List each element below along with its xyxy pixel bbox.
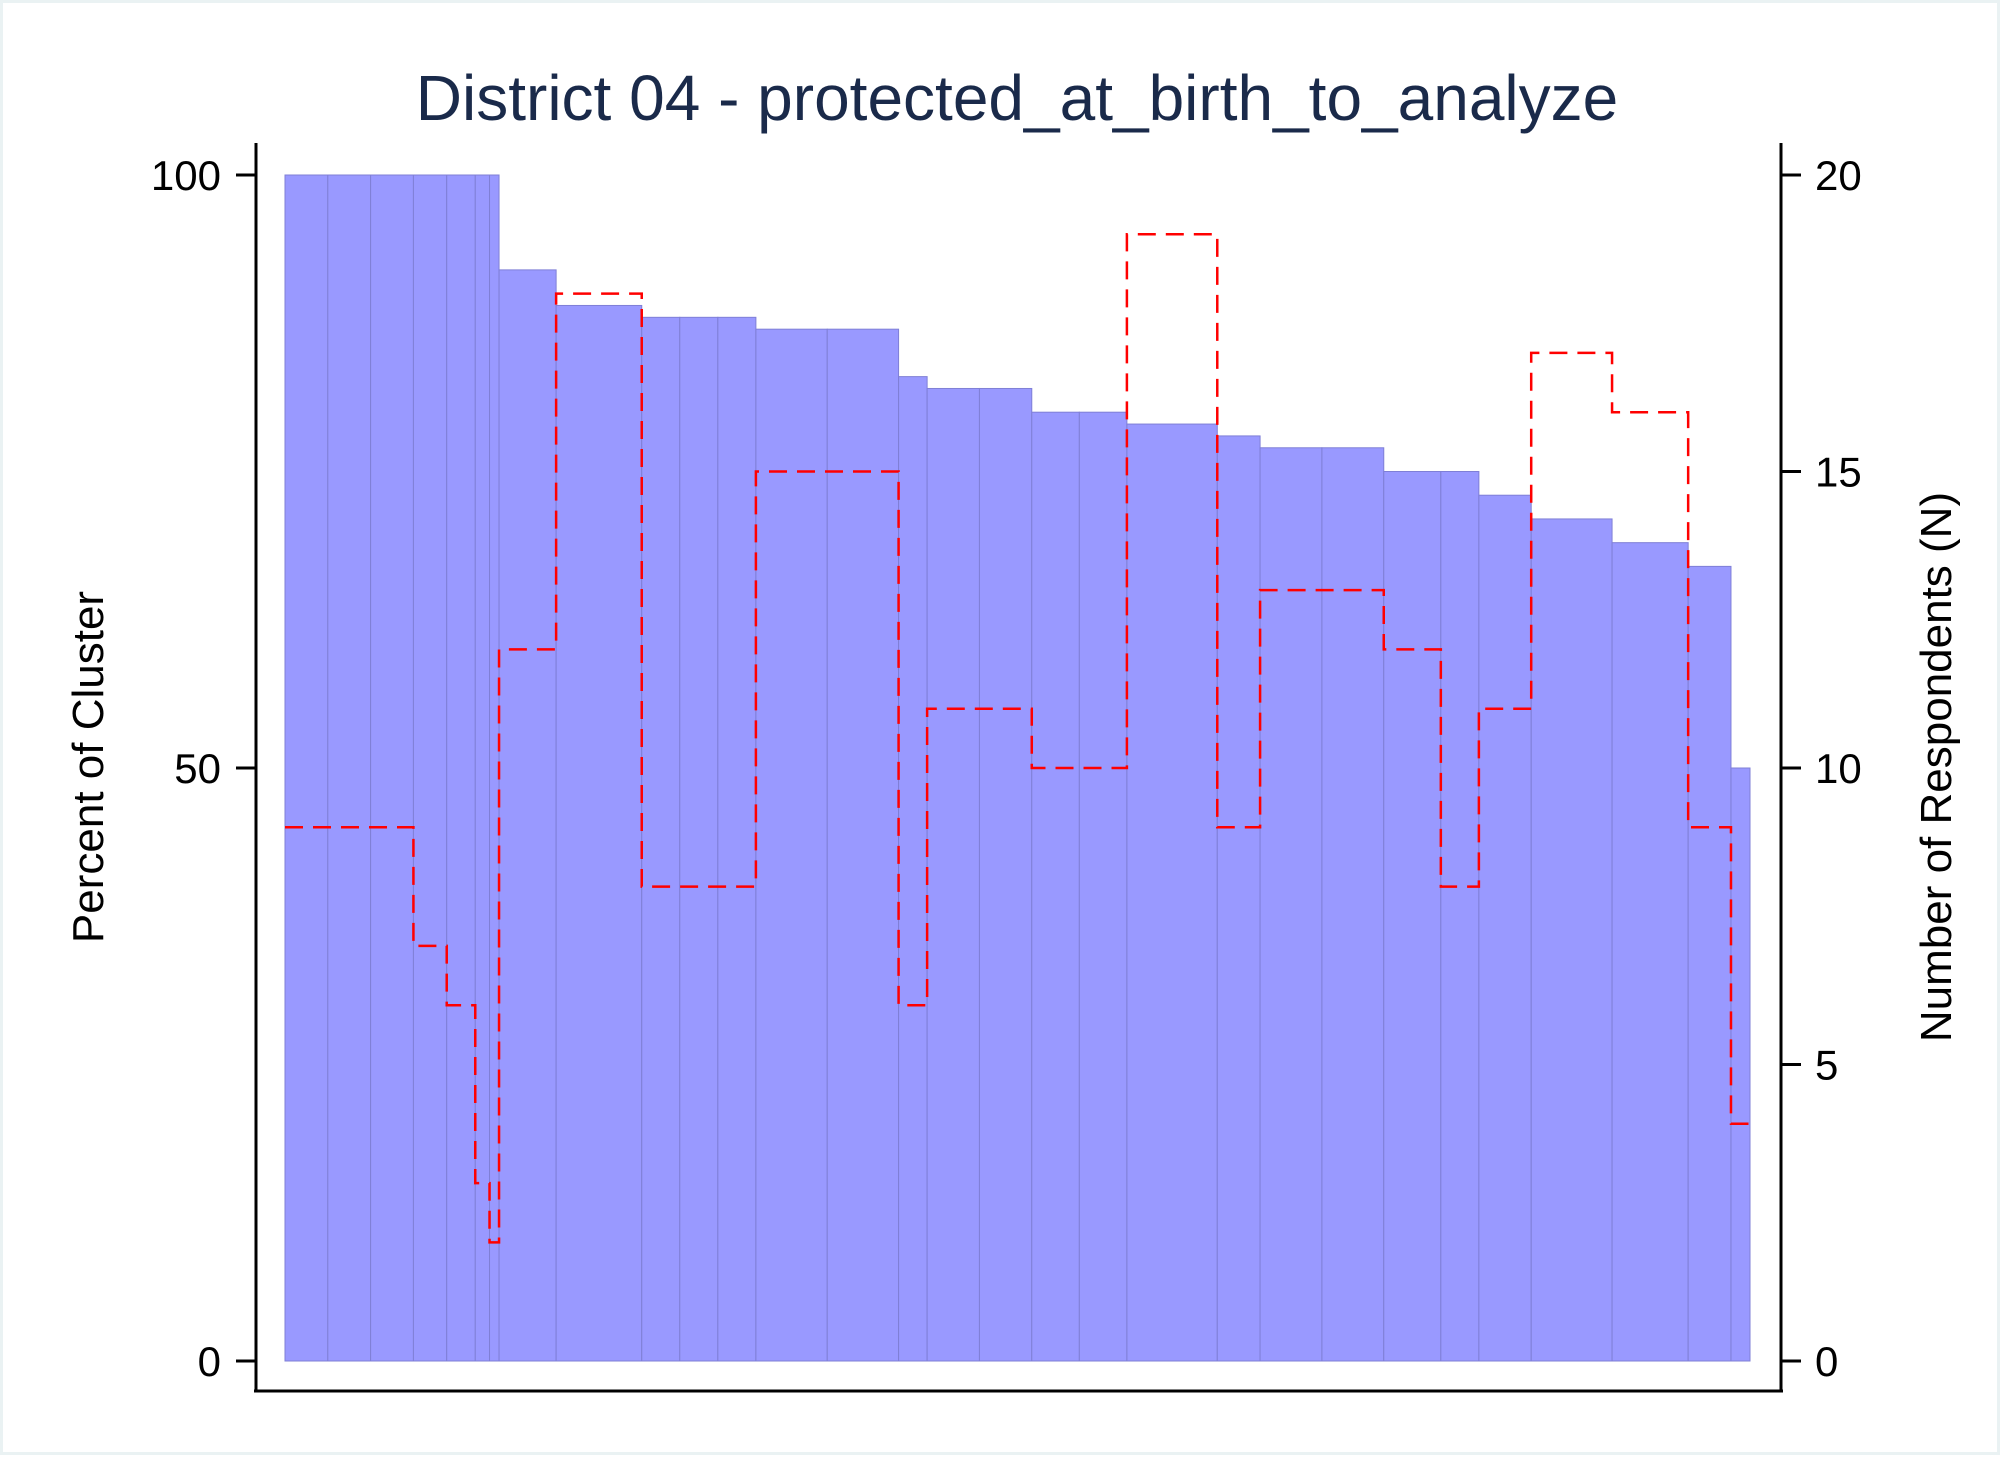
bar [412, 174, 448, 1362]
y2-tick-label: 15 [1815, 449, 1862, 496]
y-tick-label: 0 [198, 1338, 221, 1385]
bar [327, 174, 372, 1362]
chart: District 04 - protected_at_birth_to_anal… [64, 62, 1961, 1393]
bar [1078, 411, 1128, 1362]
left-tick-group: 0 50 100 [151, 152, 256, 1385]
respondents-step-line [285, 233, 1750, 1244]
bar [1730, 767, 1751, 1362]
bar [1259, 447, 1323, 1362]
bar [1611, 542, 1689, 1362]
bar [1321, 447, 1385, 1362]
bar [755, 328, 828, 1362]
bar [370, 174, 414, 1362]
bar [284, 174, 329, 1362]
bar [446, 174, 476, 1362]
bar [1440, 471, 1480, 1362]
bar [489, 174, 500, 1362]
chart-title: District 04 - protected_at_birth_to_anal… [416, 62, 1618, 134]
bar [926, 387, 980, 1362]
y2-axis-title: Number of Respondents (N) [1912, 492, 1961, 1042]
bar-group [284, 174, 1751, 1362]
y-tick-label: 50 [174, 745, 221, 792]
bar [1530, 518, 1613, 1362]
y2-tick-label: 10 [1815, 745, 1862, 792]
bar [978, 387, 1033, 1362]
y-axis-title: Percent of Cluster [64, 591, 113, 943]
bar [898, 376, 928, 1362]
bar [826, 328, 900, 1362]
y-tick-label: 100 [151, 152, 221, 199]
bar [679, 316, 719, 1362]
bar [498, 269, 557, 1362]
y2-tick-label: 0 [1815, 1338, 1838, 1385]
right-tick-group: 0 5 10 15 20 [1781, 152, 1862, 1385]
bar [1687, 565, 1732, 1362]
bar [1383, 471, 1442, 1362]
y2-tick-label: 20 [1815, 152, 1862, 199]
bar [1126, 423, 1218, 1362]
bar [1478, 494, 1532, 1362]
bar [717, 316, 757, 1362]
bar [555, 304, 643, 1362]
bar [1031, 411, 1080, 1362]
y2-tick-label: 5 [1815, 1042, 1838, 1089]
bar [1216, 435, 1261, 1362]
bar [641, 316, 681, 1362]
